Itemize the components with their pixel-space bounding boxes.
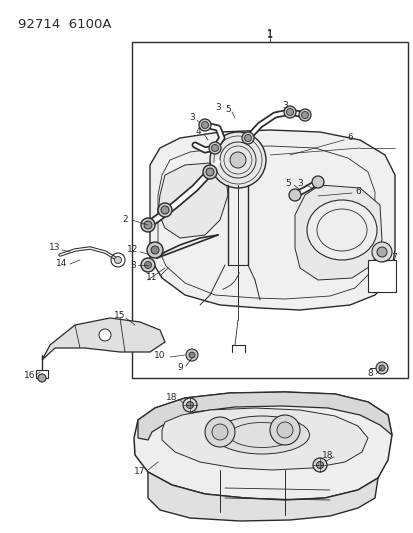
- Text: 3: 3: [281, 101, 287, 110]
- Text: 1: 1: [266, 29, 273, 39]
- Text: 13: 13: [49, 244, 61, 253]
- Text: 1: 1: [266, 30, 273, 40]
- Circle shape: [269, 415, 299, 445]
- Circle shape: [288, 189, 300, 201]
- Circle shape: [206, 168, 214, 176]
- Circle shape: [144, 221, 152, 229]
- Text: 3: 3: [189, 114, 195, 123]
- Circle shape: [204, 417, 235, 447]
- Circle shape: [286, 109, 293, 116]
- Circle shape: [201, 122, 208, 128]
- Text: 16: 16: [24, 370, 36, 379]
- Text: 12: 12: [127, 246, 138, 254]
- Circle shape: [230, 152, 245, 168]
- Circle shape: [99, 329, 111, 341]
- Text: 14: 14: [56, 260, 67, 269]
- Text: 2: 2: [122, 215, 128, 224]
- Circle shape: [242, 132, 254, 144]
- Circle shape: [312, 458, 326, 472]
- Circle shape: [158, 203, 171, 217]
- Circle shape: [38, 374, 46, 382]
- Text: 6: 6: [354, 188, 360, 197]
- Circle shape: [276, 422, 292, 438]
- Polygon shape: [158, 163, 228, 238]
- Polygon shape: [161, 408, 367, 470]
- Polygon shape: [150, 130, 394, 310]
- Text: 6: 6: [346, 133, 352, 142]
- Circle shape: [199, 119, 211, 131]
- Polygon shape: [42, 318, 165, 360]
- Text: 10: 10: [154, 351, 165, 359]
- Text: 18: 18: [166, 393, 177, 402]
- Circle shape: [161, 206, 169, 214]
- Text: 9: 9: [177, 364, 183, 373]
- Circle shape: [211, 424, 228, 440]
- Circle shape: [202, 165, 216, 179]
- Ellipse shape: [306, 200, 376, 260]
- Polygon shape: [138, 392, 391, 440]
- Circle shape: [189, 352, 195, 358]
- Text: 92714  6100A: 92714 6100A: [18, 18, 111, 31]
- Circle shape: [151, 246, 159, 254]
- Polygon shape: [134, 392, 391, 500]
- Circle shape: [283, 106, 295, 118]
- Text: 11: 11: [146, 273, 157, 282]
- Text: 4: 4: [195, 127, 200, 136]
- Circle shape: [141, 258, 154, 272]
- Circle shape: [311, 176, 323, 188]
- Bar: [132, 42, 407, 378]
- Circle shape: [376, 247, 386, 257]
- Circle shape: [211, 144, 218, 151]
- Text: 3: 3: [215, 103, 221, 112]
- Circle shape: [147, 242, 163, 258]
- Circle shape: [209, 142, 221, 154]
- Circle shape: [141, 218, 154, 232]
- Circle shape: [185, 349, 197, 361]
- Circle shape: [183, 398, 197, 412]
- Circle shape: [298, 109, 310, 121]
- Circle shape: [316, 462, 323, 469]
- Circle shape: [375, 362, 387, 374]
- Circle shape: [209, 132, 266, 188]
- Text: 7: 7: [390, 254, 396, 262]
- Polygon shape: [294, 185, 381, 280]
- Bar: [367, 260, 395, 292]
- Circle shape: [378, 365, 384, 371]
- Text: 17: 17: [134, 467, 145, 477]
- Circle shape: [186, 401, 193, 408]
- Text: 18: 18: [321, 450, 333, 459]
- Circle shape: [244, 134, 251, 141]
- Bar: [36, 370, 48, 378]
- Circle shape: [144, 262, 151, 269]
- Text: 15: 15: [114, 311, 126, 320]
- Text: 3: 3: [297, 179, 302, 188]
- Text: 5: 5: [285, 179, 290, 188]
- Circle shape: [114, 256, 121, 263]
- Text: 8: 8: [366, 369, 372, 378]
- Text: 5: 5: [225, 106, 230, 115]
- Circle shape: [301, 111, 308, 118]
- Polygon shape: [147, 472, 377, 521]
- Ellipse shape: [214, 416, 309, 454]
- Text: 3: 3: [130, 261, 135, 270]
- Circle shape: [371, 242, 391, 262]
